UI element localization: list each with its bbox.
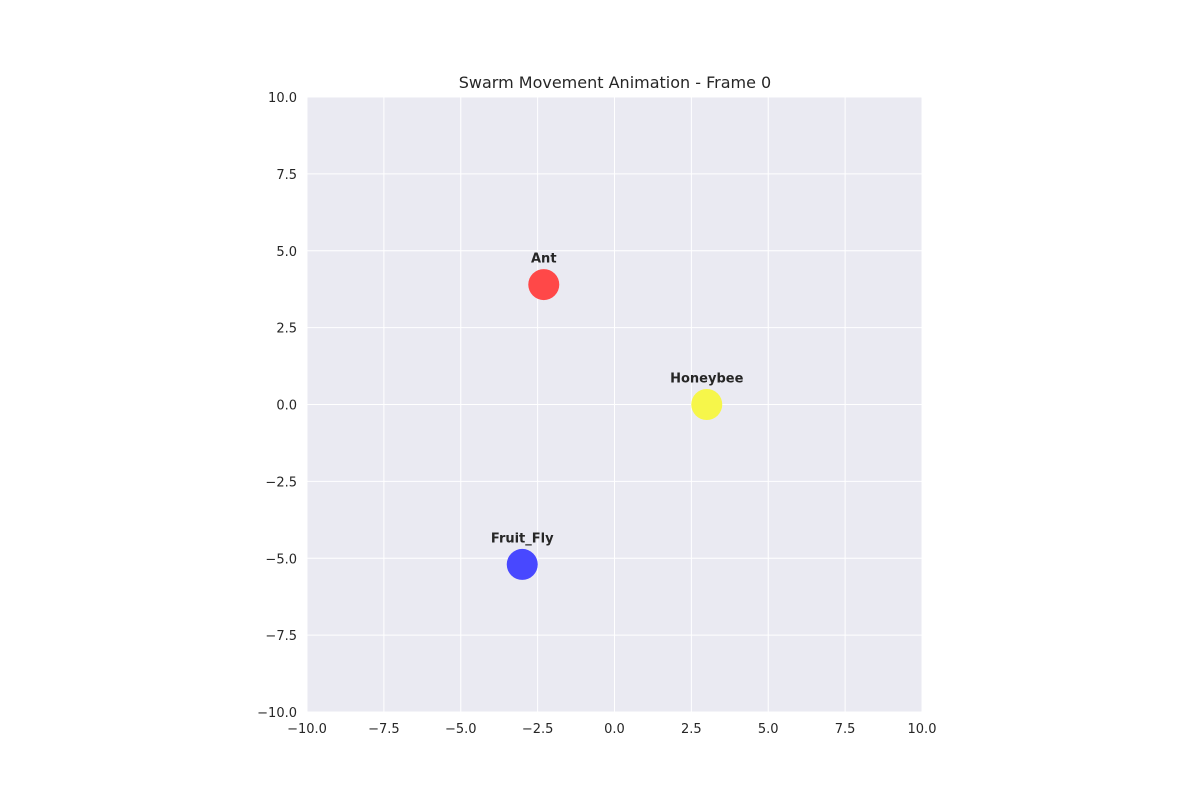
y-tick-label: −7.5 [265,629,297,644]
data-point-label: Fruit_Fly [491,531,554,546]
y-tick-label: −5.0 [265,552,297,567]
x-tick-label: −5.0 [445,722,477,737]
x-tick-label: 7.5 [835,722,856,737]
chart-title: Swarm Movement Animation - Frame 0 [459,73,771,92]
data-point-label: Honeybee [670,372,743,387]
y-tick-label: 5.0 [276,245,297,260]
data-point-label: Ant [531,252,557,267]
x-tick-label: −10.0 [287,722,327,737]
data-point [691,389,723,420]
y-tick-label: −2.5 [265,475,297,490]
y-tick-label: −10.0 [257,706,297,721]
y-tick-label: 2.5 [276,322,297,337]
data-point [528,269,560,301]
x-tick-label: 5.0 [758,722,779,737]
y-tick-label: 0.0 [276,399,297,414]
data-point [506,548,538,580]
y-tick-label: 7.5 [276,168,297,183]
x-tick-label: −7.5 [368,722,400,737]
x-tick-label: −2.5 [522,722,554,737]
y-axis: −10.0 −7.5 −5.0 −2.5 0.0 2.5 5.0 7.5 10.0 [257,91,297,721]
y-tick-label: 10.0 [268,91,297,106]
x-tick-label: 10.0 [908,722,937,737]
x-tick-label: 2.5 [681,722,702,737]
x-tick-label: 0.0 [604,722,625,737]
grid [306,96,923,713]
data-points: Ant Honeybee Fruit_Fly [491,252,744,580]
x-axis: −10.0 −7.5 −5.0 −2.5 0.0 2.5 5.0 7.5 10.0 [287,722,936,737]
